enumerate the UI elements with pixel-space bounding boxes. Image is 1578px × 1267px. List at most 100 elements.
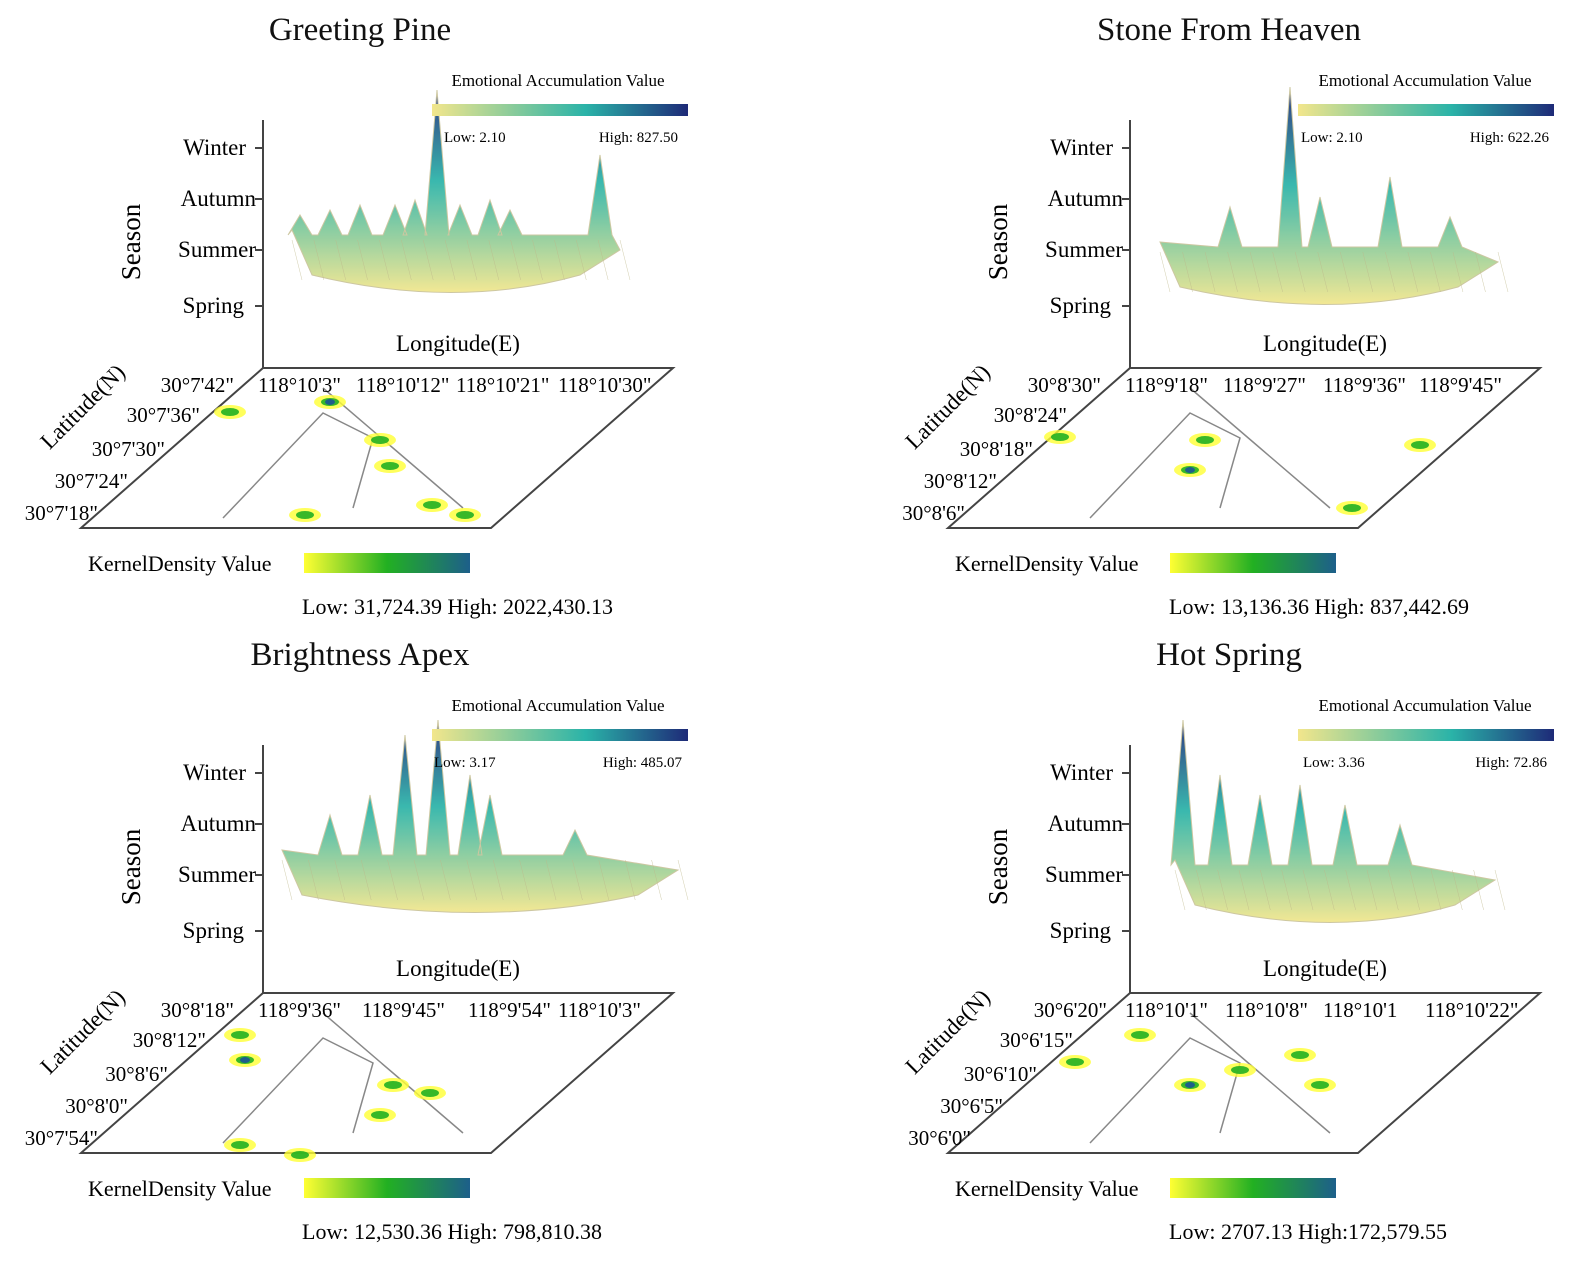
- kernel-legend-range: Low: 2707.13 High:172,579.55: [1169, 1219, 1447, 1244]
- density-blob-core: [1196, 436, 1214, 444]
- season-tick: Winter: [1050, 760, 1113, 785]
- latitude-tick: 30°7'18": [25, 501, 98, 525]
- density-blob-core: [384, 1081, 402, 1089]
- kernel-density-map: [222, 1012, 464, 1162]
- season-tick: Autumn: [1048, 186, 1124, 211]
- chart-panel: Stone From Heaven Emotional Accumulation…: [789, 0, 1578, 633]
- latitude-tick: 30°8'6": [105, 1062, 168, 1086]
- season-tick: Summer: [1045, 862, 1123, 887]
- latitude-tick: 30°8'30": [1028, 373, 1101, 397]
- season-tick: Spring: [183, 293, 245, 318]
- latitude-tick: 30°8'6": [902, 501, 965, 525]
- surface-mesh-line: [1430, 251, 1441, 293]
- surface-shape: [287, 89, 621, 293]
- latitude-tick: 30°6'5": [940, 1094, 1003, 1118]
- kernel-legend-label: KernelDensity Value: [88, 1176, 272, 1201]
- density-blob-core: [1131, 1031, 1149, 1039]
- density-blob-core: [1343, 504, 1361, 512]
- season-tick: Summer: [1045, 237, 1123, 262]
- chart-panel: Greeting Pine Emotional Accumulation Val…: [0, 0, 789, 633]
- season-tick: Winter: [1050, 135, 1113, 160]
- emotion-colorbar: [1298, 729, 1554, 741]
- surface-mesh-line: [619, 239, 631, 281]
- latitude-tick: 30°7'42": [161, 373, 234, 397]
- latitude-tick: 30°8'12": [924, 469, 997, 493]
- density-blob-core: [231, 1031, 249, 1039]
- surface-mesh-line: [360, 859, 372, 901]
- season-tick: Spring: [1050, 918, 1112, 943]
- density-blob-core: [421, 1089, 439, 1097]
- density-peak: [1185, 467, 1195, 473]
- longitude-tick: 118°10'8": [1225, 998, 1308, 1022]
- season-tick: Autumn: [1048, 811, 1124, 836]
- density-blob-core: [291, 1151, 309, 1159]
- emotion-legend-high: High: 485.07: [603, 755, 683, 771]
- season-tick: Spring: [1050, 293, 1112, 318]
- longitude-tick: 118°9'36": [258, 998, 341, 1022]
- season-tick: Winter: [183, 760, 246, 785]
- map-plane: [78, 367, 676, 529]
- surface-mesh-line: [466, 239, 478, 281]
- longitude-tick: 118°10'3": [258, 373, 341, 397]
- season-axis-label: Season: [116, 828, 146, 905]
- surface-mesh-line: [387, 859, 398, 901]
- emotion-surface: [281, 719, 689, 913]
- kernel-legend-range: Low: 13,136.36 High: 837,442.69: [1169, 594, 1469, 619]
- emotion-surface: [1170, 719, 1506, 923]
- surface-mesh-line: [1340, 251, 1351, 293]
- surface-mesh-line: [1159, 251, 1171, 293]
- density-blob-core: [1066, 1058, 1084, 1066]
- road-line: [1089, 387, 1331, 519]
- density-peak: [240, 1057, 250, 1063]
- map-plane: [945, 367, 1543, 529]
- latitude-tick: 30°8'12": [133, 1028, 206, 1052]
- surface-mesh-line: [1182, 251, 1193, 293]
- density-blob-core: [423, 501, 441, 509]
- surface-mesh-line: [488, 239, 500, 281]
- road-line: [222, 1012, 464, 1144]
- surface-mesh-line: [1249, 251, 1261, 293]
- surface-mesh-line: [357, 239, 368, 281]
- density-blob-core: [371, 436, 389, 444]
- surface-shape: [281, 719, 680, 913]
- season-axis-label: Season: [983, 203, 1013, 280]
- surface-mesh-line: [1497, 251, 1509, 293]
- surface-mesh-line: [1260, 869, 1271, 911]
- surface-mesh-line: [1281, 869, 1292, 911]
- latitude-tick: 30°6'15": [1000, 1028, 1073, 1052]
- surface-mesh-line: [1473, 869, 1484, 911]
- chart-panel: Brightness Apex Emotional Accumulation V…: [0, 625, 789, 1258]
- density-blob-core: [1051, 433, 1069, 441]
- latitude-tick: 30°6'20": [1034, 998, 1107, 1022]
- surface-mesh-line: [624, 859, 636, 901]
- latitude-tick: 30°8'18": [161, 998, 234, 1022]
- surface-mesh-line: [379, 239, 390, 281]
- surface-mesh-line: [492, 859, 504, 901]
- surface-mesh-line: [440, 859, 451, 901]
- emotion-legend-low: Low: 3.36: [1303, 755, 1365, 771]
- season-tick: Summer: [178, 237, 256, 262]
- kernel-colorbar: [1170, 553, 1336, 573]
- emotion-legend-title: Emotional Accumulation Value: [451, 696, 664, 715]
- longitude-tick: 118°9'18": [1125, 373, 1208, 397]
- surface-mesh-line: [1452, 869, 1463, 911]
- longitude-tick: 118°10'1: [1323, 998, 1397, 1022]
- density-blob-core: [296, 511, 314, 519]
- surface-mesh-line: [335, 239, 346, 281]
- latitude-tick: 30°7'54": [25, 1126, 98, 1150]
- surface-mesh-line: [313, 239, 325, 281]
- density-blob-core: [1291, 1051, 1309, 1059]
- density-blob-core: [381, 462, 399, 470]
- road-line: [222, 387, 464, 519]
- surface-mesh-line: [545, 859, 557, 901]
- surface-mesh-line: [572, 859, 583, 901]
- surface-mesh-line: [1238, 869, 1250, 911]
- kernel-density-map: [1044, 387, 1436, 519]
- map-plane: [945, 992, 1543, 1154]
- emotion-colorbar: [432, 104, 688, 116]
- surface-mesh-line: [1227, 251, 1238, 293]
- surface-mesh-line: [1196, 869, 1207, 911]
- emotion-legend-title: Emotional Accumulation Value: [451, 71, 664, 90]
- density-blob-core: [231, 1141, 249, 1149]
- longitude-axis-label: Longitude(E): [1263, 956, 1387, 981]
